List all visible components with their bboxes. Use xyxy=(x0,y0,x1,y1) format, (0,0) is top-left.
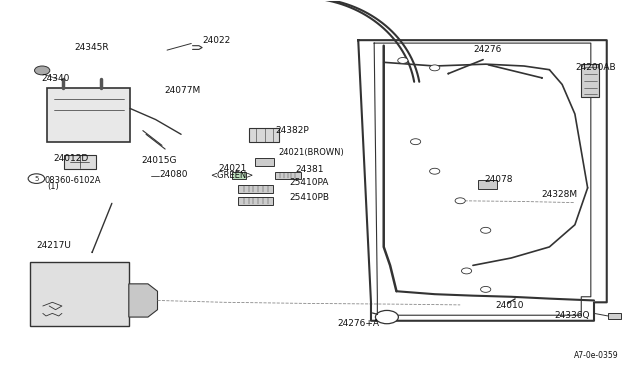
Text: 24345R: 24345R xyxy=(75,43,109,52)
Text: 24328M: 24328M xyxy=(541,190,578,199)
Text: 24077M: 24077M xyxy=(164,86,200,94)
Bar xyxy=(239,197,273,205)
Bar xyxy=(478,180,497,189)
Circle shape xyxy=(481,286,491,292)
Text: 24012D: 24012D xyxy=(54,154,89,163)
Text: 24217U: 24217U xyxy=(36,241,71,250)
Circle shape xyxy=(461,268,472,274)
Text: 24381: 24381 xyxy=(296,165,324,174)
Circle shape xyxy=(429,65,440,71)
Circle shape xyxy=(28,174,45,183)
Bar xyxy=(239,185,273,193)
Circle shape xyxy=(35,66,50,75)
Text: 08360-6102A: 08360-6102A xyxy=(45,176,101,185)
Polygon shape xyxy=(129,284,157,317)
Text: 24276+A: 24276+A xyxy=(338,319,380,328)
Circle shape xyxy=(429,168,440,174)
Text: (1): (1) xyxy=(47,182,59,191)
Bar xyxy=(255,158,274,166)
Text: 24015G: 24015G xyxy=(141,155,177,165)
Text: 24336Q: 24336Q xyxy=(554,311,590,320)
Bar xyxy=(581,64,599,97)
Bar xyxy=(232,172,246,179)
Text: 24080: 24080 xyxy=(159,170,188,179)
Text: 24021(BROWN): 24021(BROWN) xyxy=(278,148,344,157)
Text: 24382P: 24382P xyxy=(275,126,309,135)
Text: 24010: 24010 xyxy=(495,301,524,311)
Text: 25410PB: 25410PB xyxy=(289,193,330,202)
Text: 24200AB: 24200AB xyxy=(575,63,616,72)
Circle shape xyxy=(455,198,465,204)
Bar xyxy=(64,155,96,169)
Text: 24276: 24276 xyxy=(473,45,501,54)
Bar xyxy=(47,88,130,142)
Text: 24022: 24022 xyxy=(202,36,230,45)
Bar xyxy=(608,313,621,319)
Bar xyxy=(275,172,301,179)
Text: 24340: 24340 xyxy=(41,74,69,83)
Circle shape xyxy=(376,310,398,324)
Text: 24021: 24021 xyxy=(218,164,246,173)
Circle shape xyxy=(481,227,491,233)
Text: 5: 5 xyxy=(35,176,38,182)
Text: 25410PA: 25410PA xyxy=(289,178,329,187)
Text: <GREEN>: <GREEN> xyxy=(211,171,253,180)
FancyBboxPatch shape xyxy=(30,262,129,326)
Text: A7-0e-0359: A7-0e-0359 xyxy=(573,351,618,360)
Text: 24078: 24078 xyxy=(484,175,513,184)
Circle shape xyxy=(410,139,420,145)
Bar xyxy=(248,128,279,142)
Circle shape xyxy=(397,58,408,63)
